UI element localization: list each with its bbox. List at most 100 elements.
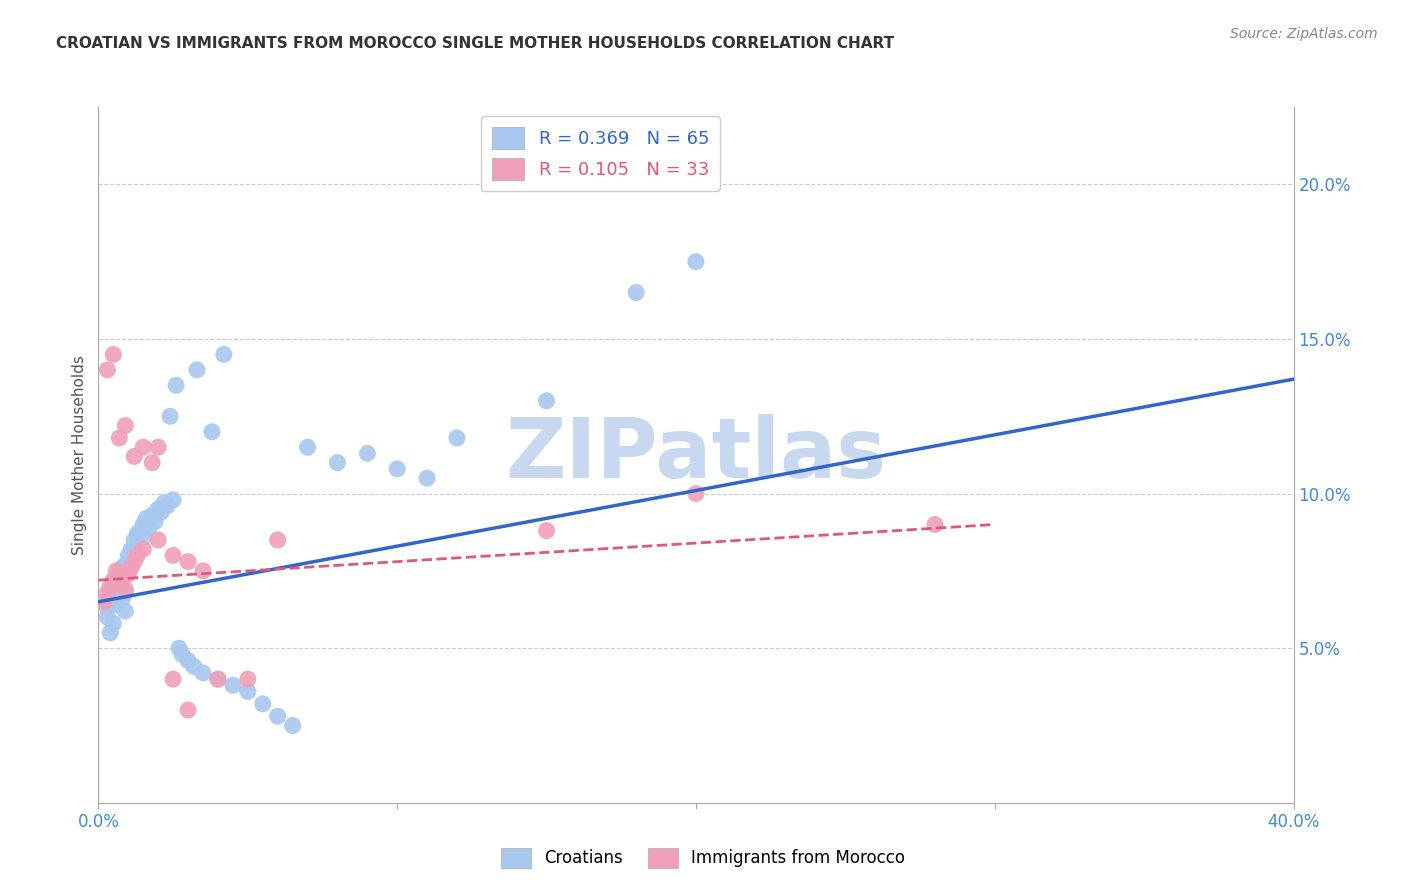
Point <box>626 285 648 300</box>
Point <box>114 558 136 572</box>
Point <box>177 555 200 569</box>
Point <box>172 648 194 662</box>
Point <box>191 564 214 578</box>
Point <box>96 363 118 377</box>
Point <box>685 486 707 500</box>
Text: ZIPatlas: ZIPatlas <box>506 415 886 495</box>
Point <box>124 533 146 547</box>
Text: 40.0%: 40.0% <box>1267 814 1320 831</box>
Point <box>183 659 205 673</box>
Point <box>108 582 131 597</box>
Point <box>117 555 139 569</box>
Point <box>127 536 149 550</box>
Point <box>222 678 245 692</box>
Point <box>446 431 468 445</box>
Point <box>141 508 163 523</box>
Point <box>156 499 179 513</box>
Text: Source: ZipAtlas.com: Source: ZipAtlas.com <box>1230 27 1378 41</box>
Point <box>297 440 319 454</box>
Point <box>177 703 200 717</box>
Point <box>108 431 131 445</box>
Point <box>191 665 214 680</box>
Point <box>212 347 235 361</box>
Point <box>93 595 115 609</box>
Point <box>150 505 173 519</box>
Point <box>236 684 259 698</box>
Legend: R = 0.369   N = 65, R = 0.105   N = 33: R = 0.369 N = 65, R = 0.105 N = 33 <box>481 116 720 191</box>
Point <box>138 520 160 534</box>
Point <box>103 579 125 593</box>
Point <box>103 573 125 587</box>
Point <box>162 672 184 686</box>
Point <box>114 582 136 597</box>
Point <box>103 573 125 587</box>
Point <box>120 561 142 575</box>
Point <box>267 709 290 723</box>
Point <box>120 542 142 557</box>
Y-axis label: Single Mother Households: Single Mother Households <box>72 355 87 555</box>
Point <box>129 524 152 538</box>
Point <box>236 672 259 686</box>
Legend: Croatians, Immigrants from Morocco: Croatians, Immigrants from Morocco <box>494 841 912 875</box>
Point <box>124 555 146 569</box>
Point <box>98 579 122 593</box>
Point <box>148 502 170 516</box>
Point <box>536 524 558 538</box>
Point <box>105 598 128 612</box>
Point <box>207 672 229 686</box>
Point <box>685 254 707 268</box>
Point <box>252 697 274 711</box>
Point <box>132 517 155 532</box>
Point <box>111 561 134 575</box>
Point <box>143 515 166 529</box>
Point <box>103 347 125 361</box>
Point <box>186 363 208 377</box>
Point <box>132 542 155 557</box>
Point <box>96 585 118 599</box>
Point <box>162 492 184 507</box>
Point <box>416 471 439 485</box>
Text: CROATIAN VS IMMIGRANTS FROM MOROCCO SINGLE MOTHER HOUSEHOLDS CORRELATION CHART: CROATIAN VS IMMIGRANTS FROM MOROCCO SING… <box>56 36 894 51</box>
Point <box>132 530 155 544</box>
Point <box>127 549 149 563</box>
Point <box>135 511 157 525</box>
Point <box>207 672 229 686</box>
Point <box>162 549 184 563</box>
Point <box>165 378 187 392</box>
Point <box>108 564 131 578</box>
Point <box>114 418 136 433</box>
Point <box>105 564 128 578</box>
Point <box>124 450 146 464</box>
Point <box>148 533 170 547</box>
Point <box>93 595 115 609</box>
Point <box>111 576 134 591</box>
Point <box>159 409 181 424</box>
Point <box>536 393 558 408</box>
Point <box>117 549 139 563</box>
Point <box>201 425 224 439</box>
Point <box>108 570 131 584</box>
Point <box>167 641 190 656</box>
Point <box>105 570 128 584</box>
Point <box>153 496 176 510</box>
Point <box>105 589 128 603</box>
Point <box>267 533 290 547</box>
Point <box>117 566 139 581</box>
Point <box>132 440 155 454</box>
Point <box>96 610 118 624</box>
Point <box>281 718 304 732</box>
Point <box>111 591 134 606</box>
Point <box>326 456 349 470</box>
Point <box>114 604 136 618</box>
Text: 0.0%: 0.0% <box>77 814 120 831</box>
Point <box>108 576 131 591</box>
Point <box>111 566 134 581</box>
Point <box>120 551 142 566</box>
Point <box>141 456 163 470</box>
Point <box>96 601 118 615</box>
Point <box>385 462 409 476</box>
Point <box>148 440 170 454</box>
Point <box>114 585 136 599</box>
Point <box>98 585 122 599</box>
Point <box>127 526 149 541</box>
